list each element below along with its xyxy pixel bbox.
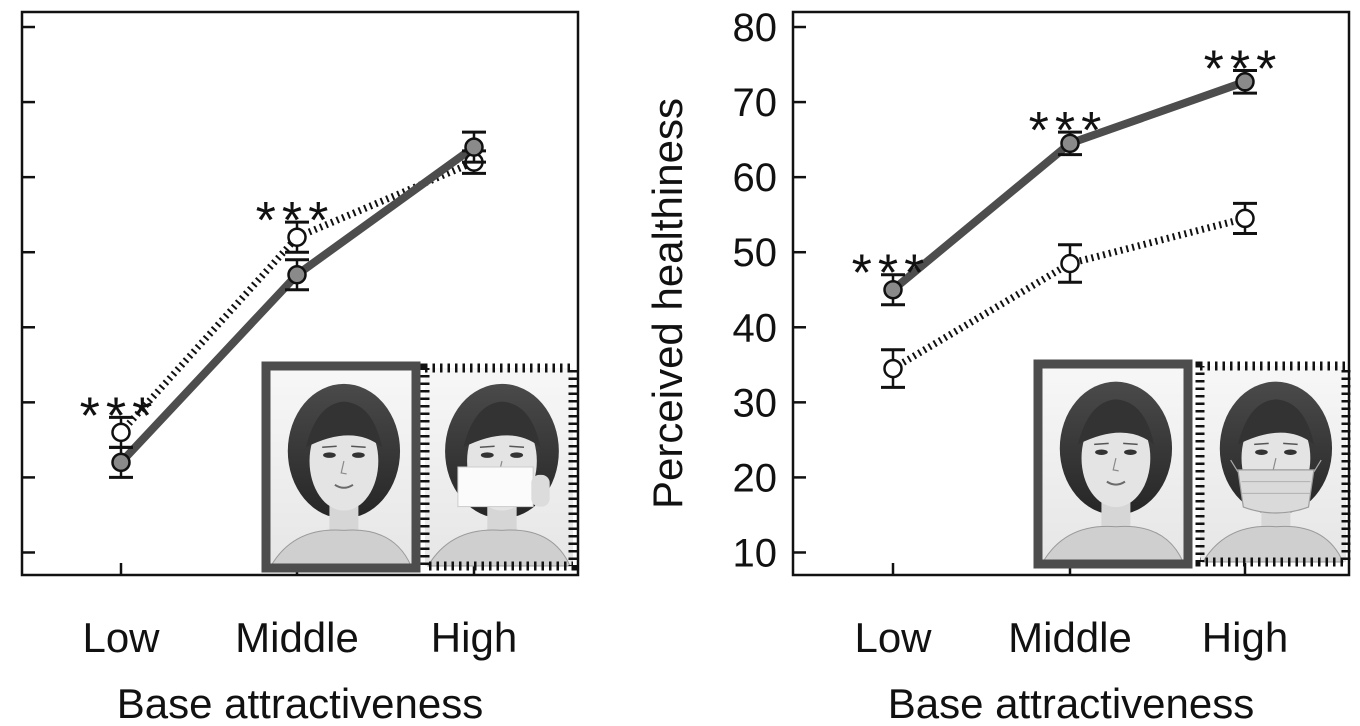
data-point-open <box>883 358 903 379</box>
x-category-label: Low <box>82 614 160 661</box>
left-eye <box>1255 449 1268 455</box>
left-eye <box>323 452 336 458</box>
inset-solid-frame <box>1033 359 1193 569</box>
significance-marker: *** <box>256 192 335 250</box>
right-eye <box>510 452 524 458</box>
significance-marker: *** <box>80 387 159 445</box>
data-point-filled <box>1060 133 1080 154</box>
y-tick-label: 40 <box>733 306 778 350</box>
left-brow <box>322 445 337 448</box>
right-chart-panel: 10 20 30 40 50 60 70 80 Low Middle High Base attrac… <box>644 6 1351 726</box>
shoulders <box>1042 525 1184 563</box>
right-brow <box>509 445 525 448</box>
data-point-filled <box>1235 72 1255 92</box>
data-point-open <box>1060 253 1080 274</box>
data-point-open <box>111 422 131 443</box>
mouth <box>334 483 354 489</box>
mouth <box>1106 480 1126 486</box>
data-point-open <box>1235 208 1255 229</box>
data-point-filled <box>464 137 484 157</box>
inset-photo-unmasked <box>1040 366 1186 563</box>
mask-strap <box>1230 459 1239 473</box>
x-category-label: Middle <box>1008 614 1132 661</box>
x-axis-title: Base attractiveness <box>117 680 484 726</box>
significance-marker: *** <box>1204 41 1283 99</box>
mask-strap <box>1313 459 1322 473</box>
bangs <box>1077 399 1154 445</box>
nose <box>340 460 347 475</box>
left-brow <box>1094 442 1109 446</box>
data-point-filled <box>111 452 131 473</box>
left-chart-panel: Low Middle High Base attractiveness *** *** <box>20 10 580 726</box>
left-brow <box>479 445 495 448</box>
x-category-label: Low <box>854 614 932 661</box>
x-category-label: Middle <box>235 614 359 661</box>
right-eye <box>1284 449 1297 455</box>
bangs <box>1237 399 1314 445</box>
y-tick-label: 30 <box>733 381 778 425</box>
bangs <box>305 401 382 448</box>
surgical-mask <box>1237 469 1315 514</box>
right-eye <box>352 452 365 458</box>
x-axis-title: Base attractiveness <box>888 680 1255 726</box>
hand-holding-card <box>531 474 550 507</box>
shoulders <box>427 529 571 567</box>
data-point-filled <box>883 279 903 300</box>
inset-dotted-frame <box>420 363 578 571</box>
data-point-open <box>287 227 307 247</box>
inset-dotted-frame <box>1195 361 1351 567</box>
left-brow <box>1254 442 1269 446</box>
y-tick-label: 20 <box>733 456 778 500</box>
y-axis-title: Perceived healthiness <box>644 98 691 509</box>
inset-photo-masked <box>1200 366 1346 563</box>
y-tick-label: 10 <box>733 531 778 575</box>
y-tick-label: 80 <box>733 6 778 50</box>
x-category-label: High <box>1202 614 1288 661</box>
significance-marker: *** <box>852 245 931 303</box>
left-eye <box>1095 449 1108 455</box>
shoulders <box>270 529 412 567</box>
data-point-filled <box>287 264 307 285</box>
x-category-label: High <box>431 614 517 661</box>
bangs <box>463 401 541 448</box>
y-tick-label: 70 <box>733 81 778 125</box>
right-brow <box>351 445 366 448</box>
y-tick-label: 50 <box>733 231 778 275</box>
inset-solid-frame <box>261 361 421 573</box>
significance-marker: *** <box>1029 102 1108 160</box>
inset-photo-card-covered <box>425 368 573 567</box>
plot-frame <box>20 10 580 577</box>
left-eye <box>480 452 494 458</box>
shoulders <box>1202 525 1344 563</box>
inset-photo-unmasked <box>268 368 414 567</box>
right-brow <box>1123 442 1138 446</box>
right-eye <box>1124 449 1137 455</box>
right-brow <box>1283 442 1298 446</box>
card-covering-mouth <box>457 466 534 508</box>
nose <box>1112 457 1119 472</box>
y-tick-label: 60 <box>733 156 778 200</box>
